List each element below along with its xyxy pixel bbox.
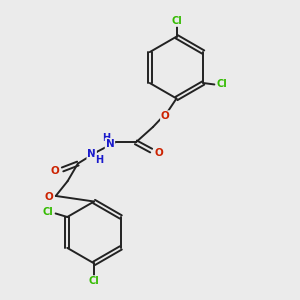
Text: Cl: Cl: [89, 276, 99, 286]
Text: O: O: [161, 111, 170, 121]
Text: Cl: Cl: [43, 207, 53, 217]
Text: N: N: [106, 139, 114, 149]
Text: O: O: [154, 148, 163, 158]
Text: H: H: [102, 133, 110, 143]
Text: H: H: [95, 155, 104, 165]
Text: Cl: Cl: [216, 80, 227, 89]
Text: Cl: Cl: [171, 16, 182, 26]
Text: O: O: [45, 192, 54, 203]
Text: O: O: [51, 166, 60, 176]
Text: N: N: [87, 149, 96, 159]
